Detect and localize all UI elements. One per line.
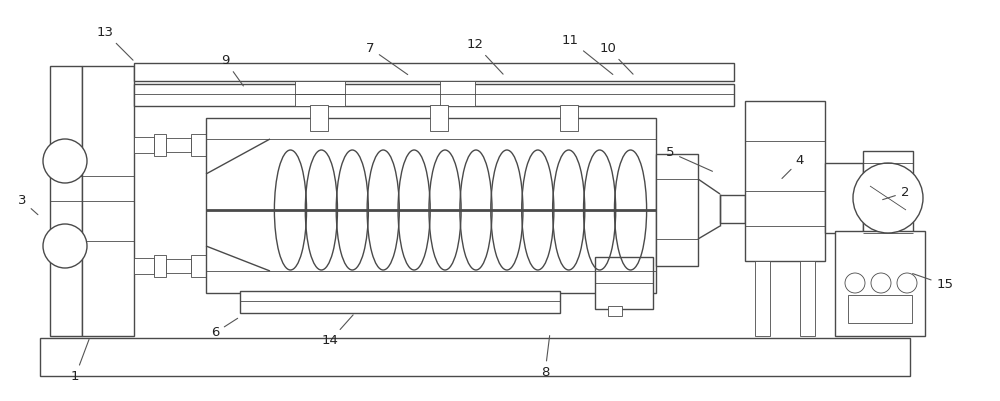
- Text: 12: 12: [466, 38, 503, 74]
- Bar: [240, 291, 560, 313]
- Bar: [835, 231, 925, 336]
- Bar: [608, 306, 622, 316]
- Circle shape: [43, 224, 87, 268]
- Bar: [595, 257, 653, 309]
- Text: 7: 7: [366, 42, 408, 75]
- Bar: [154, 134, 166, 156]
- Bar: [440, 81, 475, 106]
- Text: 13: 13: [96, 26, 133, 60]
- Bar: [295, 81, 345, 106]
- Text: 4: 4: [782, 154, 804, 178]
- Text: 2: 2: [883, 186, 909, 200]
- Circle shape: [845, 273, 865, 293]
- Bar: [560, 105, 578, 131]
- Text: 11: 11: [562, 34, 613, 75]
- Bar: [863, 151, 913, 246]
- Text: 5: 5: [666, 146, 712, 171]
- Text: 6: 6: [211, 318, 238, 339]
- Bar: [154, 255, 166, 277]
- Bar: [825, 163, 863, 233]
- Bar: [40, 338, 910, 376]
- Bar: [191, 134, 206, 156]
- Bar: [166, 259, 191, 273]
- Circle shape: [43, 139, 87, 183]
- Circle shape: [897, 273, 917, 293]
- Text: 14: 14: [322, 315, 353, 347]
- Bar: [206, 118, 656, 293]
- Text: 9: 9: [221, 54, 243, 86]
- Bar: [755, 261, 770, 336]
- Bar: [191, 255, 206, 277]
- Bar: [720, 195, 745, 223]
- Bar: [656, 154, 698, 266]
- Text: 10: 10: [600, 42, 633, 74]
- Bar: [800, 261, 815, 336]
- Circle shape: [853, 163, 923, 233]
- Bar: [134, 258, 154, 274]
- Bar: [745, 101, 825, 261]
- Bar: [134, 137, 154, 153]
- Bar: [82, 66, 134, 336]
- Text: 3: 3: [18, 194, 38, 215]
- Bar: [430, 105, 448, 131]
- Bar: [50, 66, 82, 336]
- Text: 15: 15: [913, 273, 954, 291]
- Circle shape: [871, 273, 891, 293]
- Bar: [848, 295, 912, 323]
- Text: 1: 1: [71, 339, 89, 383]
- Bar: [134, 84, 734, 106]
- Bar: [134, 63, 734, 81]
- Bar: [166, 138, 191, 152]
- Bar: [310, 105, 328, 131]
- Text: 8: 8: [541, 336, 550, 379]
